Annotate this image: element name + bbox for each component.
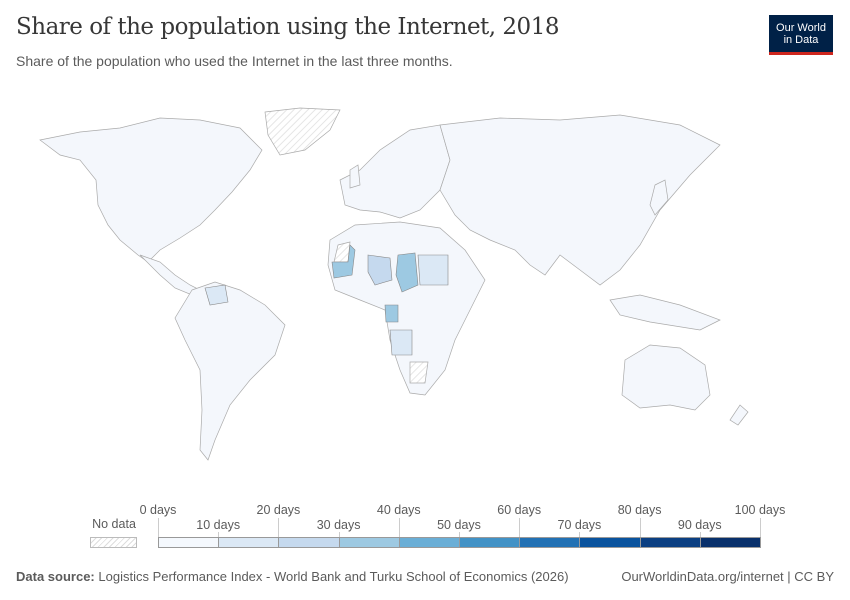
legend-bin[interactable] — [459, 537, 521, 548]
mauritania — [331, 244, 356, 279]
legend-label: 10 days — [196, 518, 241, 532]
legend-tick — [278, 518, 280, 537]
japan — [649, 179, 669, 216]
legend-tick — [519, 518, 521, 537]
legend-label: 80 days — [617, 503, 662, 517]
north-america — [39, 117, 263, 263]
legend-no-data-label: No data — [92, 517, 136, 531]
legend-tick — [398, 518, 400, 537]
australia — [621, 344, 711, 411]
legend: No data 0 days 20 days 40 days 60 days 80 da… — [0, 500, 850, 560]
legend-tick — [760, 518, 761, 537]
legend-bin[interactable] — [519, 537, 581, 548]
legend-bin[interactable] — [278, 537, 340, 548]
source-label: Data source: — [16, 569, 95, 584]
legend-label: 30 days — [316, 518, 361, 532]
legend-bin[interactable] — [398, 537, 460, 548]
asia — [439, 114, 721, 286]
legend-bin[interactable] — [579, 537, 641, 548]
legend-label: 90 days — [677, 518, 722, 532]
southeast-asia — [609, 294, 721, 331]
legend-tick — [459, 532, 460, 537]
legend-label: 20 days — [256, 503, 301, 517]
legend-tick — [338, 532, 340, 537]
sudan — [417, 254, 449, 286]
legend-label: 100 days — [734, 503, 786, 517]
southern-africa-no-data — [409, 361, 429, 384]
legend-tick — [158, 518, 159, 537]
greenland-no-data — [264, 107, 341, 156]
chart-subtitle: Share of the population who used the Int… — [16, 53, 453, 69]
legend-tick — [579, 532, 581, 537]
legend-label: 50 days — [437, 518, 481, 532]
uk — [349, 164, 361, 189]
owid-logo[interactable]: Our World in Data — [769, 15, 833, 55]
chart-title: Share of the population using the Intern… — [16, 14, 559, 40]
data-source: Data source: Logistics Performance Index… — [16, 569, 569, 584]
mali — [367, 254, 393, 286]
legend-bin[interactable] — [699, 537, 761, 548]
world-map — [39, 107, 749, 461]
logo-text: Our World in Data — [776, 21, 826, 46]
legend-label: 70 days — [557, 518, 602, 532]
congo — [384, 304, 399, 323]
legend-label: 40 days — [376, 503, 421, 517]
central-america — [139, 254, 201, 296]
angola — [389, 329, 413, 356]
legend-bin[interactable] — [338, 537, 400, 548]
footer-url[interactable]: OurWorldinData.org/internet | CC BY — [621, 569, 834, 584]
legend-label: 0 days — [139, 503, 177, 517]
source-text: Logistics Performance Index - World Bank… — [98, 569, 569, 584]
legend-tick — [699, 532, 701, 537]
chad — [395, 252, 419, 293]
legend-bin[interactable] — [218, 537, 280, 548]
venezuela — [204, 284, 229, 306]
legend-label: 60 days — [497, 503, 542, 517]
legend-no-data-swatch[interactable] — [90, 537, 137, 548]
legend-tick — [639, 518, 641, 537]
legend-tick — [218, 532, 220, 537]
new-zealand — [729, 404, 749, 426]
legend-bin[interactable] — [639, 537, 701, 548]
legend-bin[interactable] — [158, 537, 220, 548]
south-america — [174, 281, 286, 461]
